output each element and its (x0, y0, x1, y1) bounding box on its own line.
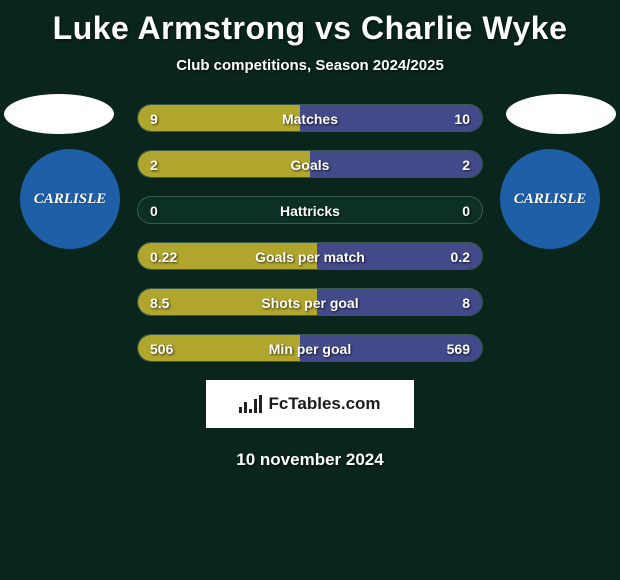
player-right-head-icon (506, 94, 616, 134)
comparison-chart: CARLISLE CARLISLE 910Matches 22Goals 00Hat… (0, 104, 620, 470)
branding-logo-icon (239, 395, 262, 413)
stat-row: 910Matches (137, 104, 483, 132)
page-title: Luke Armstrong vs Charlie Wyke (0, 0, 620, 47)
stat-label: Matches (138, 105, 482, 132)
stat-label: Hattricks (138, 197, 482, 224)
branding-text: FcTables.com (268, 394, 380, 414)
player-left-badge: CARLISLE (20, 149, 120, 249)
stat-row: 00Hattricks (137, 196, 483, 224)
player-right-team-label: CARLISLE (514, 191, 587, 208)
stat-row: 22Goals (137, 150, 483, 178)
stat-label: Goals per match (138, 243, 482, 270)
player-left-head-icon (4, 94, 114, 134)
subtitle: Club competitions, Season 2024/2025 (0, 57, 620, 74)
player-left-team-label: CARLISLE (34, 191, 107, 208)
player-right-badge: CARLISLE (500, 149, 600, 249)
stat-rows: 910Matches 22Goals 00Hattricks 0.220.2Goals… (137, 104, 483, 362)
stat-row: 0.220.2Goals per match (137, 242, 483, 270)
branding-box: FcTables.com (206, 380, 414, 428)
stat-label: Goals (138, 151, 482, 178)
stat-label: Shots per goal (138, 289, 482, 316)
stat-label: Min per goal (138, 335, 482, 362)
stat-row: 506569Min per goal (137, 334, 483, 362)
stat-row: 8.58Shots per goal (137, 288, 483, 316)
date-text: 10 november 2024 (0, 450, 620, 470)
